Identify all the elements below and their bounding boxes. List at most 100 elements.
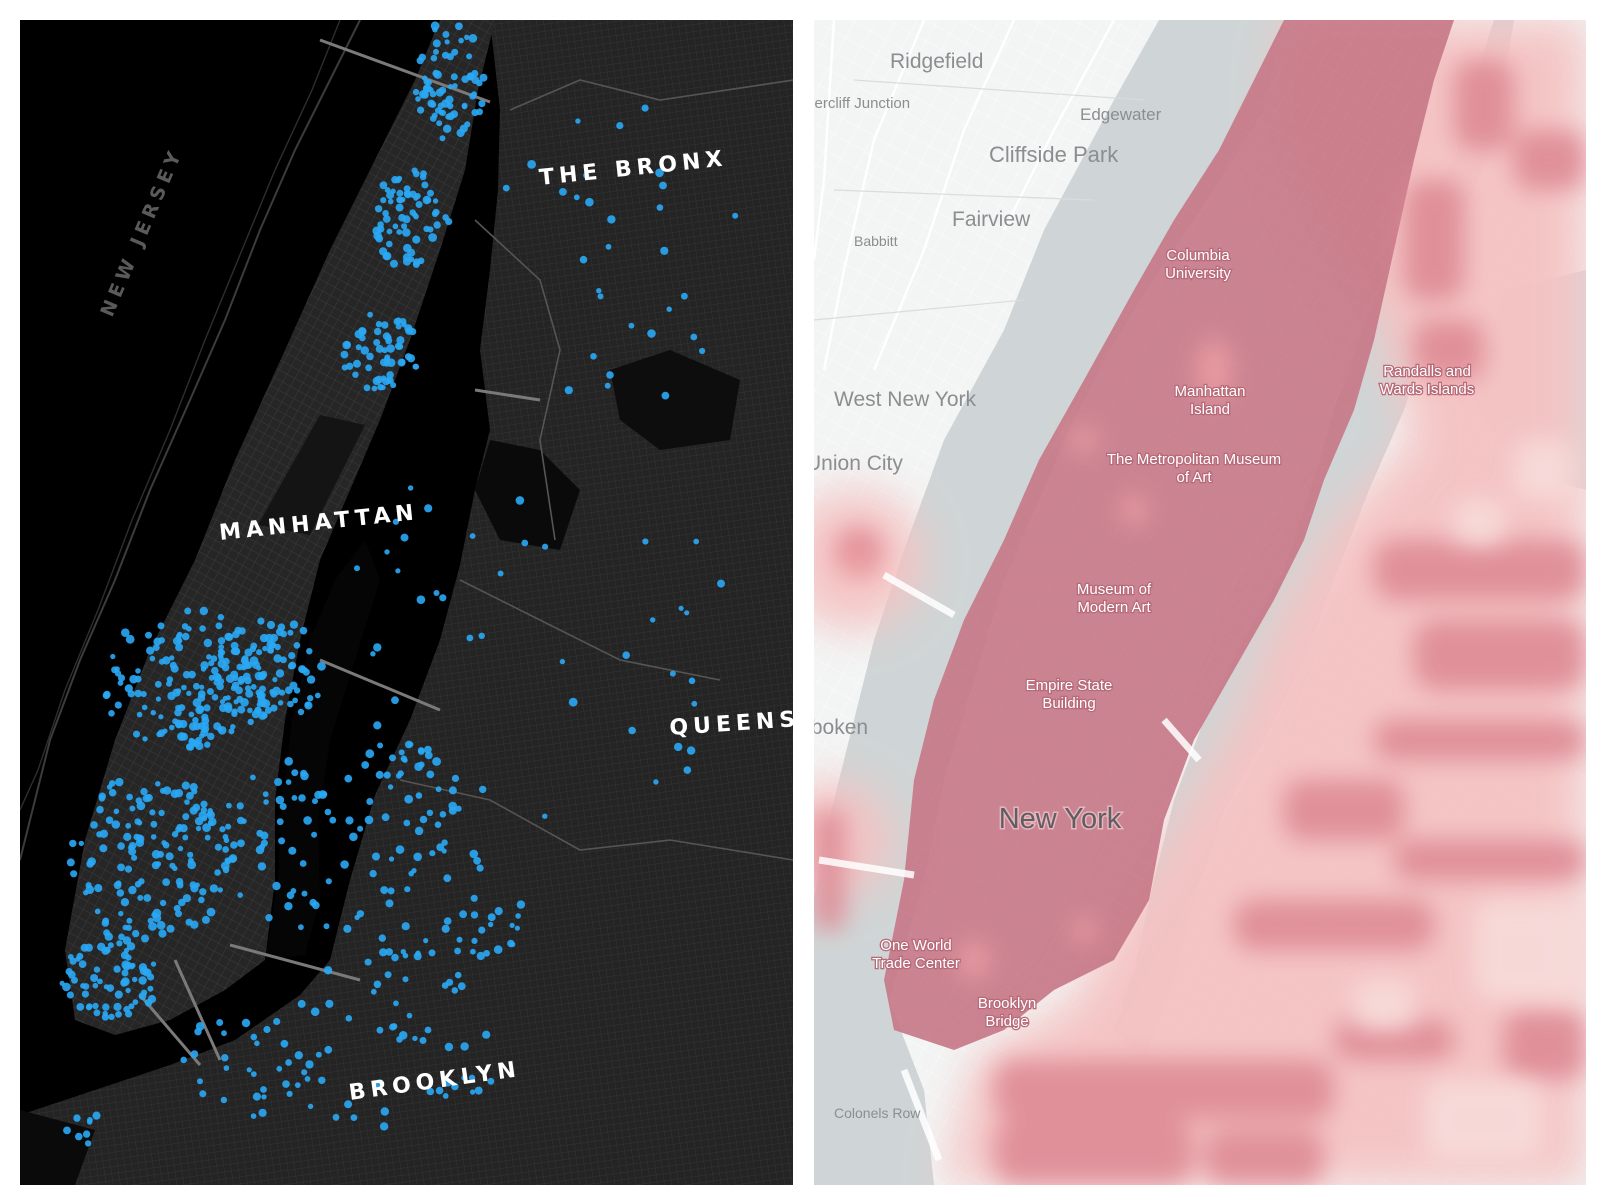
incident-point (140, 691, 147, 698)
incident-point (142, 794, 151, 803)
incident-point (131, 854, 138, 861)
incident-point (203, 638, 212, 648)
incident-point (270, 704, 278, 712)
incident-point (255, 845, 265, 855)
incident-point (134, 689, 142, 698)
incident-point (216, 1019, 224, 1026)
incident-point (113, 808, 120, 815)
incident-point (412, 1035, 418, 1042)
incident-point (416, 57, 424, 65)
incident-point (141, 934, 149, 943)
incident-point (250, 684, 257, 690)
incident-point (361, 761, 370, 769)
incident-point (230, 841, 238, 849)
incident-point (134, 818, 141, 825)
incident-point (373, 721, 382, 730)
incident-point (223, 702, 233, 711)
incident-point (150, 820, 158, 828)
incident-point (447, 84, 453, 90)
incident-point (398, 749, 405, 756)
incident-point (456, 936, 463, 943)
incident-point (399, 318, 407, 325)
incident-point (258, 1108, 267, 1117)
incident-point (354, 565, 360, 572)
label-empire-state: Empire State Building (1026, 677, 1113, 712)
incident-point (376, 1026, 384, 1034)
incident-point (279, 803, 287, 810)
incident-point (277, 623, 286, 631)
incident-point (479, 785, 487, 794)
incident-point (406, 354, 416, 363)
incident-point (240, 656, 249, 665)
incident-point (325, 878, 332, 885)
incident-point (441, 982, 449, 989)
incident-point (385, 899, 394, 908)
incident-point (193, 682, 200, 690)
incident-point (433, 590, 440, 596)
incident-point (303, 816, 312, 825)
incident-point (125, 924, 132, 932)
incident-point (197, 1078, 203, 1085)
incident-point (674, 742, 683, 752)
incident-point (99, 829, 109, 838)
incident-point (254, 706, 262, 715)
incident-point (356, 910, 365, 918)
incident-point (364, 958, 372, 966)
incident-point (514, 925, 520, 931)
incident-point (140, 787, 148, 796)
incident-point (423, 79, 430, 85)
incident-point (117, 674, 126, 682)
incident-point (186, 690, 192, 697)
incident-point (376, 225, 385, 233)
incident-point (263, 799, 269, 805)
incident-point (443, 124, 452, 133)
incident-point (403, 185, 411, 193)
incident-point (90, 821, 98, 829)
incident-point (374, 205, 383, 213)
incident-point (446, 53, 454, 61)
incident-point (359, 334, 366, 342)
incident-point (200, 807, 208, 814)
incident-point (375, 770, 384, 779)
incident-point (108, 710, 115, 717)
incident-point (176, 637, 183, 644)
incident-point (158, 637, 165, 644)
incident-point (165, 852, 174, 861)
label-one-world-trade-center: One World Trade Center (872, 937, 960, 972)
incident-point (103, 984, 109, 990)
incident-point (429, 101, 437, 108)
incident-point (175, 877, 184, 886)
heatmap-map[interactable]: Ridgefield Fiercliff Junction Edgewater … (814, 20, 1586, 1185)
incident-point (415, 96, 421, 102)
incident-point (454, 947, 461, 955)
incident-point (693, 538, 700, 545)
incident-point (199, 625, 206, 632)
incident-point (455, 805, 462, 812)
incident-point (365, 749, 375, 759)
incident-point (263, 1025, 271, 1034)
incident-point (272, 677, 278, 683)
incident-point (456, 128, 465, 138)
incident-point (222, 846, 230, 853)
incident-point (377, 742, 384, 749)
incident-point (285, 1059, 292, 1066)
incident-point (231, 708, 238, 715)
incident-point (235, 686, 243, 695)
dark-point-map[interactable]: NEW JERSEY THE BRONX MANHATTAN QUEENS BR… (20, 20, 793, 1185)
incident-point (262, 791, 269, 798)
incident-point (426, 1087, 435, 1096)
incident-point (432, 39, 441, 48)
incident-point (324, 1045, 333, 1054)
incident-point (175, 633, 182, 640)
incident-point (451, 1082, 459, 1091)
incident-point (542, 543, 549, 550)
incident-point (237, 892, 243, 898)
incident-point (250, 1071, 257, 1077)
incident-point (251, 660, 260, 669)
incident-point (450, 110, 459, 118)
incident-point (311, 831, 318, 838)
incident-point (159, 899, 167, 907)
incident-point (302, 667, 308, 673)
incident-point (92, 1111, 101, 1120)
heat-mid-blobs (814, 60, 1586, 1185)
